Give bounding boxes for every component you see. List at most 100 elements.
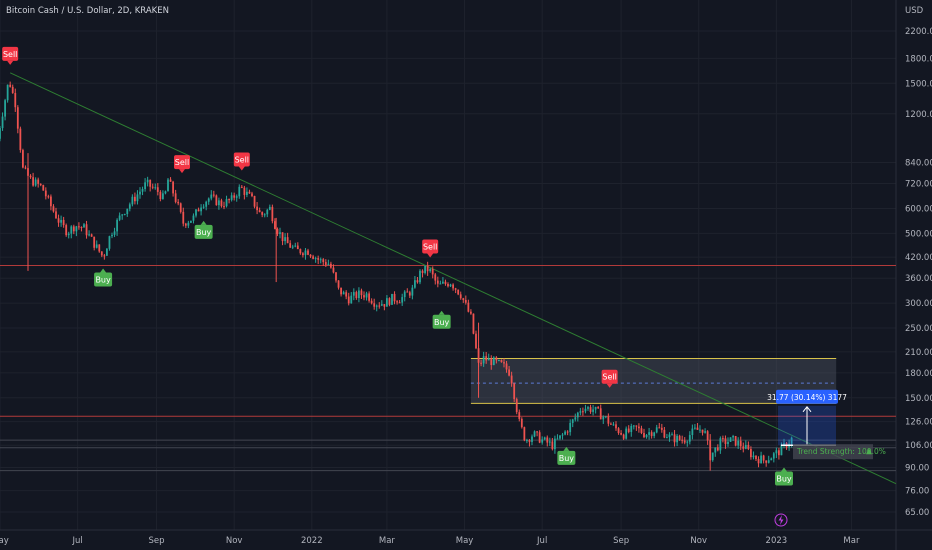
candle-body <box>485 356 488 361</box>
candle-body <box>559 435 561 439</box>
candle-body <box>734 436 737 446</box>
candle-body <box>640 428 643 434</box>
candle-body <box>620 433 622 435</box>
candle-body <box>380 304 383 306</box>
candle-body <box>62 219 65 226</box>
candle-body <box>612 424 615 426</box>
candle-body <box>296 245 299 250</box>
candle-body <box>39 183 42 186</box>
candle-body <box>464 300 467 303</box>
price-tick-label: 250.00 <box>905 324 932 334</box>
candle-body <box>57 218 60 223</box>
time-tick-label: Nov <box>690 536 707 546</box>
candle-body <box>284 237 286 242</box>
candle-body <box>271 206 274 222</box>
price-tick-label: 210.00 <box>905 348 932 358</box>
price-tick-label: 2200.00 <box>905 27 932 37</box>
candle-body <box>360 290 363 296</box>
candle-body <box>190 220 192 223</box>
candle-body <box>304 250 307 256</box>
candle-body <box>452 284 454 289</box>
candle-body <box>174 193 177 202</box>
price-tick-label: 840.00 <box>905 158 932 168</box>
candle-body <box>83 224 85 228</box>
sell-signal-bg <box>2 46 19 61</box>
candle-body <box>235 196 238 198</box>
candle-body <box>653 432 656 436</box>
candle-body <box>154 187 157 189</box>
candle-body <box>424 265 426 273</box>
candle-body <box>459 294 462 299</box>
sell-signal-label: Sell <box>235 155 249 164</box>
candle-body <box>429 269 432 272</box>
buy-signal: Buy <box>557 446 576 465</box>
candle-body <box>286 237 289 244</box>
candle-body <box>454 288 457 290</box>
candle-body <box>156 187 159 192</box>
candle-body <box>342 292 345 295</box>
candle-body <box>599 408 602 420</box>
candle-body <box>752 455 755 458</box>
candle-body <box>144 182 146 190</box>
candle-body <box>444 281 447 284</box>
candle-body <box>52 206 55 212</box>
candle-body <box>744 444 747 449</box>
candle-body <box>317 258 320 260</box>
candle-body <box>742 446 745 449</box>
candle-body <box>492 357 495 366</box>
candle-body <box>638 426 640 429</box>
candle-body <box>350 295 353 304</box>
candle-body <box>113 231 116 235</box>
candle-body <box>103 255 106 257</box>
candle-body <box>554 438 556 450</box>
lightning-icon[interactable] <box>774 513 788 527</box>
candle-body <box>587 407 589 409</box>
sell-signal: Sell <box>233 152 250 171</box>
candle-body <box>212 194 215 196</box>
candle-body <box>627 428 630 432</box>
time-tick-label: 2023 <box>766 536 788 546</box>
candle-body <box>1 116 4 129</box>
candle-body <box>131 196 134 205</box>
sell-signal-pointer <box>238 166 245 171</box>
candle-body <box>146 179 149 183</box>
candle-body <box>32 177 34 186</box>
candle-body <box>388 298 391 305</box>
candle-body <box>739 440 742 447</box>
candle-body <box>632 425 635 427</box>
candle-body <box>503 362 505 364</box>
candle-body <box>660 427 663 430</box>
candle-body <box>571 419 574 423</box>
candle-body <box>401 297 404 303</box>
candle-body <box>602 416 605 420</box>
candle-body <box>93 236 96 248</box>
candle-body <box>650 432 653 436</box>
sell-signal-label: Sell <box>423 242 437 251</box>
candle-body <box>635 425 638 427</box>
candle-body <box>475 333 477 349</box>
candle-body <box>223 206 225 208</box>
candle-body <box>218 200 220 206</box>
candle-body <box>683 440 686 443</box>
candle-body <box>508 369 510 376</box>
candle-body <box>98 244 101 252</box>
candle-body <box>347 296 350 304</box>
time-tick-label: May <box>456 536 474 546</box>
candle-body <box>322 259 325 263</box>
candle-body <box>691 428 694 436</box>
candle-body <box>548 441 551 443</box>
candle-body <box>11 86 14 94</box>
candle-body <box>490 358 493 366</box>
candle-body <box>75 226 78 232</box>
time-tick-label: Jul <box>72 536 83 546</box>
candle-body <box>688 435 691 442</box>
candle-body <box>750 449 752 458</box>
candle-body <box>396 301 398 303</box>
buy-signal: Buy <box>194 220 213 239</box>
measure-box <box>776 389 838 404</box>
candle-body <box>19 128 22 151</box>
buy-signal: Buy <box>432 310 451 329</box>
sell-signal-bg <box>233 152 250 167</box>
